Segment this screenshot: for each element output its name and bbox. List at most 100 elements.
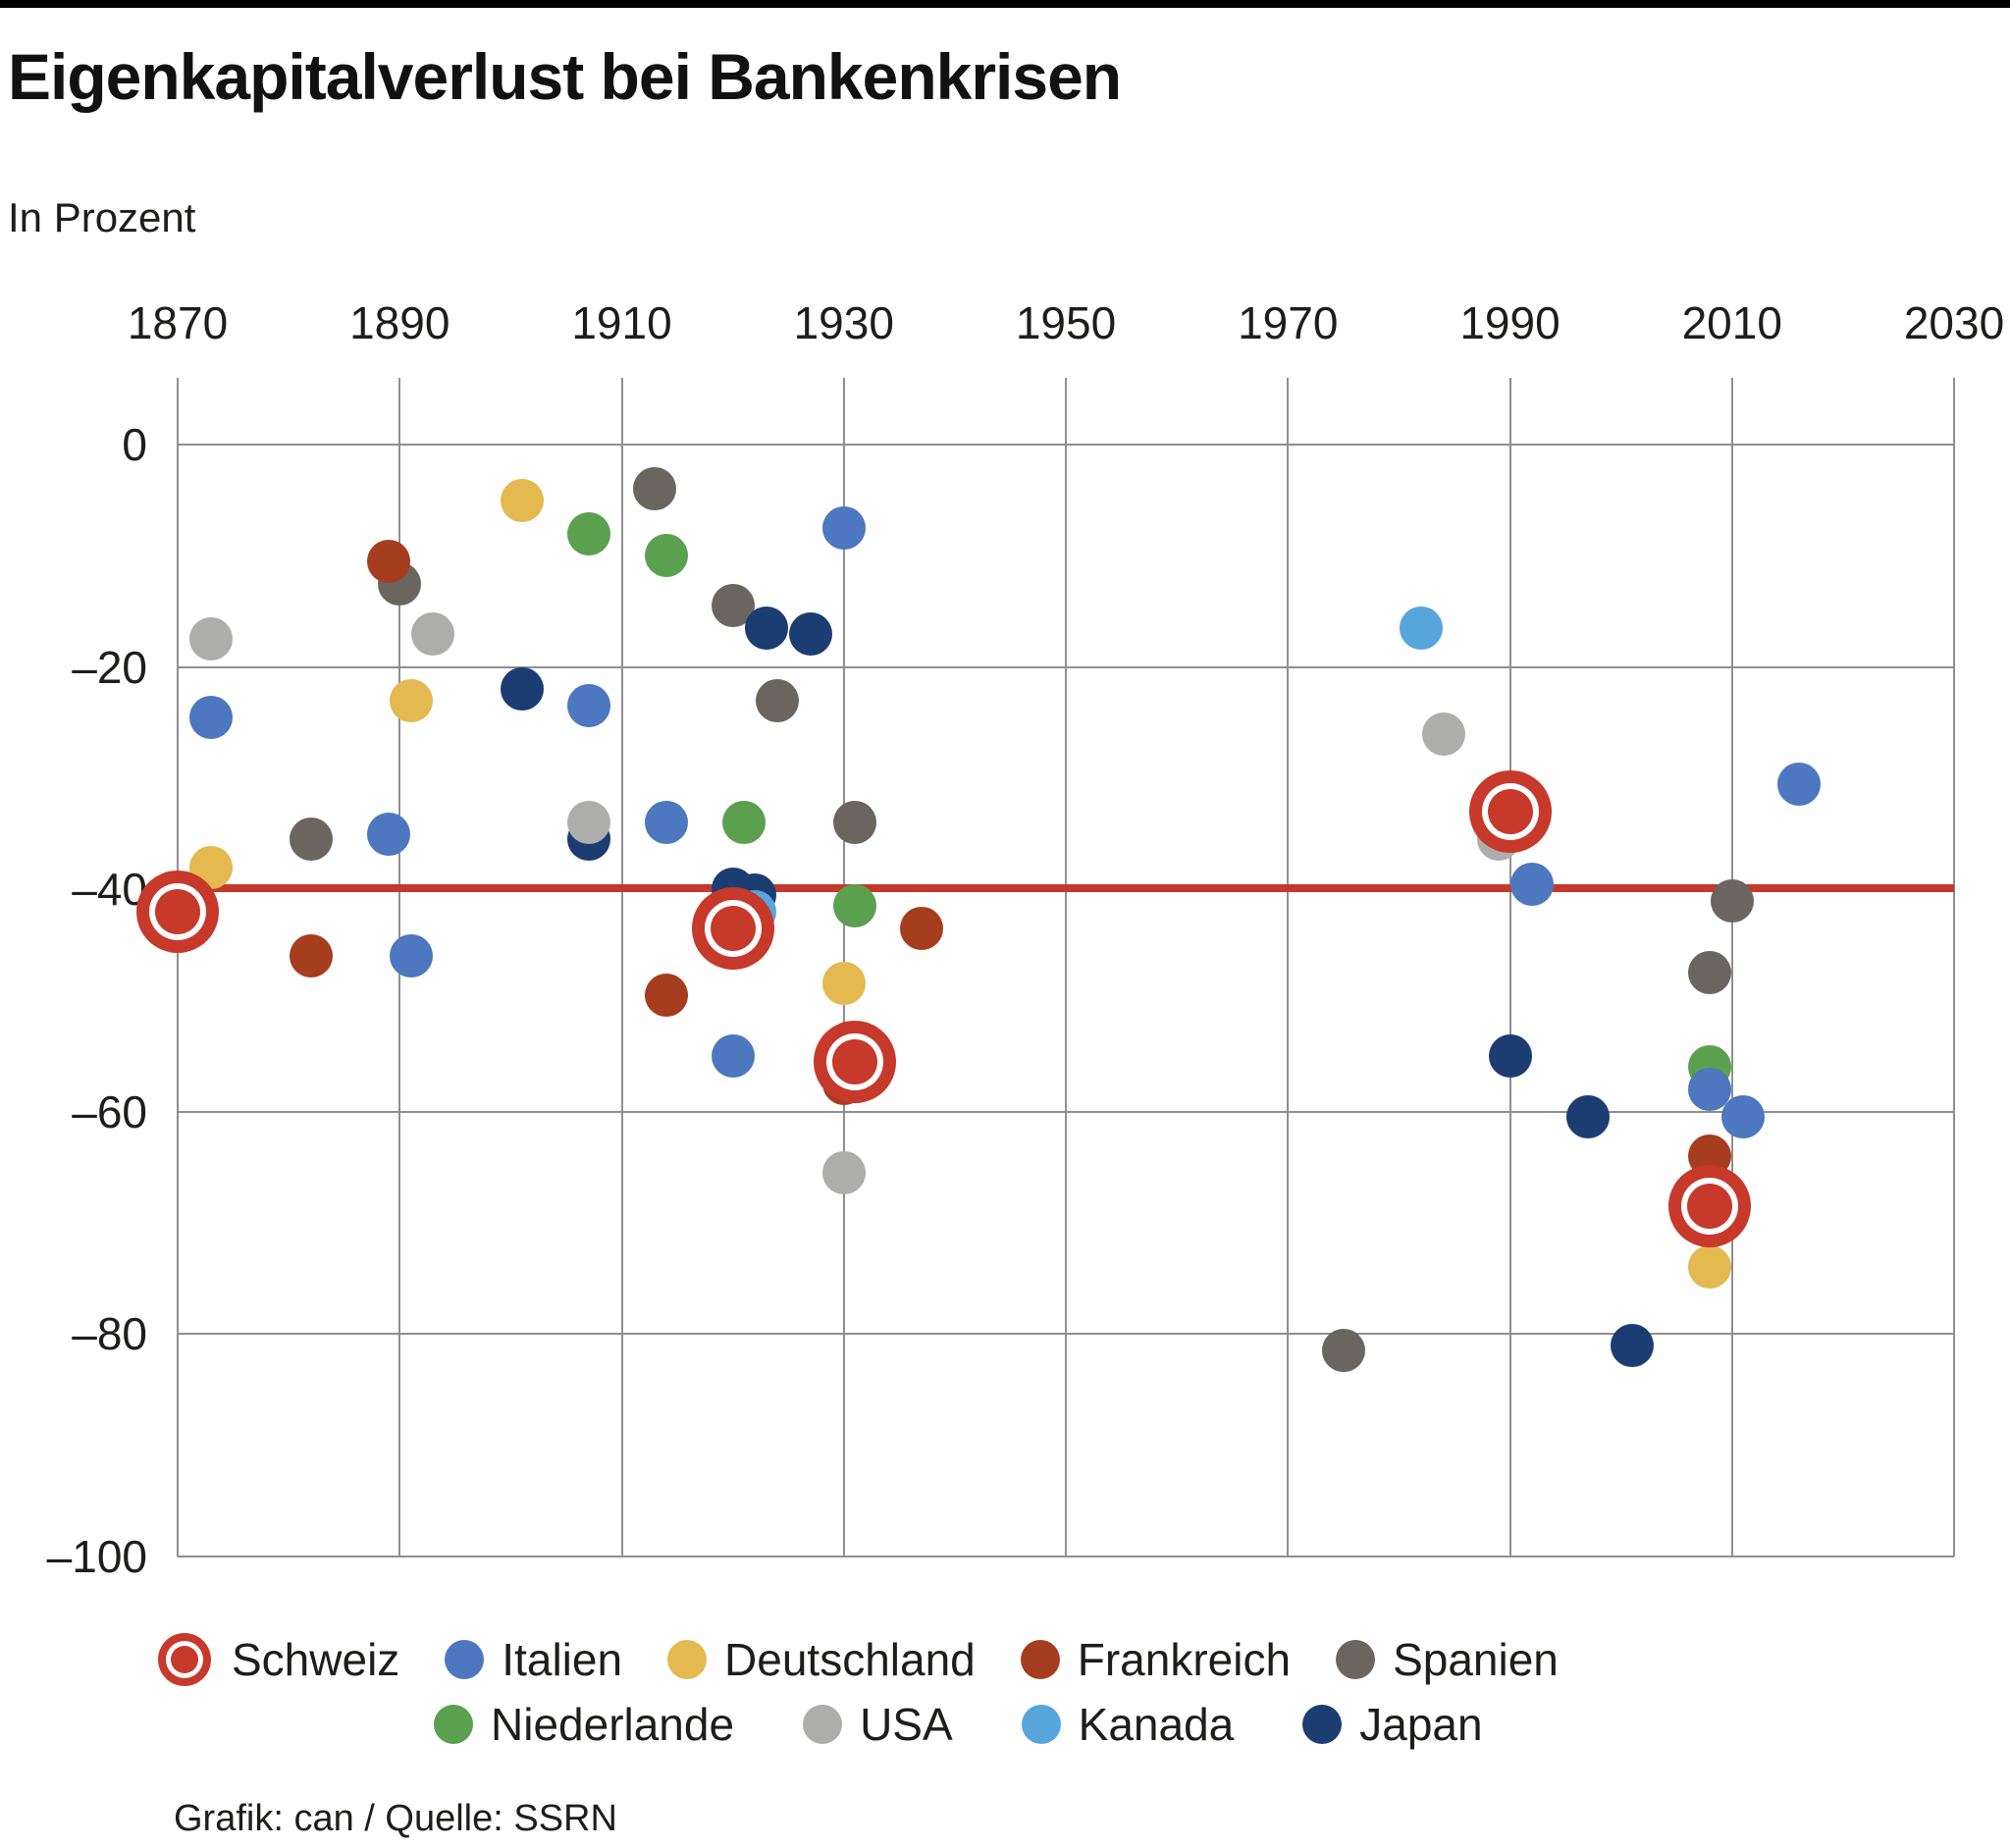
legend-item-italien: Italien — [445, 1633, 622, 1686]
legend-marker-frankreich — [1020, 1640, 1060, 1679]
data-point-schweiz-2008 — [1687, 1184, 1733, 1230]
data-point-italien-2011 — [1721, 1095, 1766, 1139]
data-point-italien-1992 — [1510, 862, 1555, 906]
data-point-kanada-1982 — [1400, 606, 1443, 650]
data-point-usa-1984 — [1421, 712, 1465, 756]
data-point-schweiz-1920 — [710, 905, 756, 951]
data-point-japan-1901 — [500, 667, 544, 712]
legend-item-frankreich: Frankreich — [1020, 1633, 1292, 1686]
chart-unit-label: In Prozent — [8, 194, 196, 240]
data-point-italien-2016 — [1776, 762, 1821, 806]
x-tick-label-1950: 1950 — [1015, 297, 1117, 348]
data-point-deutschland-2008 — [1688, 1245, 1732, 1290]
data-point-usa-1930 — [821, 1151, 866, 1195]
legend: Schweiz Italien Deutschland Frankreich Spani… — [0, 1631, 2010, 1753]
data-point-schweiz-1931 — [832, 1038, 878, 1084]
legend-label-frankreich: Frankreich — [1077, 1634, 1292, 1685]
x-gridline-1910 — [620, 378, 623, 1557]
legend-ring-marker-schweiz — [171, 1646, 198, 1673]
x-gridline-1950 — [1065, 378, 1067, 1557]
data-point-italien-1907 — [566, 684, 610, 728]
legend-marker-usa — [803, 1705, 843, 1744]
data-point-schweiz-1870 — [155, 888, 200, 934]
data-point-italien-1920 — [711, 1034, 755, 1079]
legend-label-spanien: Spanien — [1393, 1634, 1559, 1685]
legend-item-japan: Japan — [1302, 1698, 1483, 1751]
legend-marker-spanien — [1336, 1640, 1376, 1679]
legend-item-spanien: Spanien — [1336, 1633, 1559, 1686]
legend-marker-deutschland — [667, 1640, 708, 1679]
data-point-japan-1997 — [1565, 1095, 1610, 1139]
data-point-spanien-1882 — [289, 818, 333, 862]
x-gridline-1990 — [1508, 378, 1511, 1557]
legend-row-1: Schweiz Italien Deutschland Frankreich Spani… — [0, 1631, 2010, 1688]
y-tick-label-0: 0 — [122, 418, 147, 470]
source-note: Grafik: can / Quelle: SSRN — [174, 1798, 617, 1839]
legend-label-usa: USA — [860, 1699, 953, 1750]
data-point-frankreich-1914 — [644, 973, 688, 1017]
legend-item-schweiz: Schweiz — [155, 1630, 399, 1689]
top-bar — [0, 0, 2010, 8]
x-gridline-1870 — [177, 378, 179, 1557]
y-gridline--80 — [178, 1333, 1954, 1336]
legend-label-kanada: Kanada — [1078, 1699, 1235, 1750]
legend-item-kanada: Kanada — [1021, 1698, 1235, 1751]
data-point-japan-2001 — [1610, 1323, 1654, 1367]
x-tick-label-1970: 1970 — [1238, 297, 1339, 348]
y-gridline--100 — [178, 1556, 1954, 1558]
y-tick-label--80: –80 — [72, 1308, 147, 1360]
x-gridline-1970 — [1287, 378, 1290, 1557]
y-gridline--60 — [178, 1110, 1954, 1113]
x-gridline-2030 — [1953, 378, 1955, 1557]
legend-label-deutschland: Deutschland — [724, 1634, 976, 1685]
data-point-niederlande-1921 — [721, 801, 766, 845]
data-point-usa-1873 — [188, 617, 233, 661]
legend-row-2: Niederlande USA Kanada Japan — [0, 1696, 2010, 1753]
data-point-spanien-2008 — [1688, 951, 1732, 995]
chart-title: Eigenkapitalverlust bei Bankenkrisen — [8, 40, 1122, 113]
data-point-deutschland-1901 — [500, 478, 544, 522]
legend-item-usa: USA — [803, 1698, 953, 1751]
y-gridline-0 — [178, 443, 1954, 446]
x-tick-label-1910: 1910 — [571, 297, 672, 348]
mean-line — [178, 884, 1954, 893]
legend-marker-schweiz — [155, 1630, 214, 1689]
data-point-italien-1889 — [366, 812, 410, 856]
data-point-frankreich-1889 — [366, 539, 410, 583]
legend-item-deutschland: Deutschland — [667, 1633, 976, 1686]
legend-marker-italien — [445, 1640, 485, 1679]
data-point-deutschland-1873 — [188, 845, 233, 889]
data-point-spanien-1975 — [1321, 1329, 1365, 1373]
legend-marker-niederlande — [434, 1705, 473, 1744]
data-point-frankreich-1937 — [899, 906, 943, 950]
data-point-deutschland-1930 — [821, 962, 866, 1006]
x-tick-label-1890: 1890 — [349, 297, 450, 348]
data-point-japan-1927 — [788, 611, 832, 656]
x-tick-label-2010: 2010 — [1681, 297, 1782, 348]
y-tick-label--60: –60 — [72, 1085, 147, 1137]
x-tick-label-2030: 2030 — [1903, 297, 2005, 348]
y-gridline--20 — [178, 665, 1954, 668]
y-tick-label--20: –20 — [72, 641, 147, 693]
data-point-niederlande-1931 — [833, 884, 877, 928]
data-point-spanien-1931 — [833, 801, 877, 845]
data-point-usa-1907 — [566, 801, 610, 845]
data-point-spanien-2010 — [1710, 878, 1754, 923]
legend-item-niederlande: Niederlande — [434, 1698, 734, 1751]
data-point-frankreich-1882 — [289, 934, 333, 978]
legend-label-schweiz: Schweiz — [232, 1634, 400, 1685]
legend-label-italien: Italien — [502, 1634, 623, 1685]
data-point-deutschland-1891 — [389, 678, 433, 722]
data-point-spanien-1913 — [633, 467, 677, 511]
y-tick-label--40: –40 — [72, 864, 147, 916]
y-tick-label--100: –100 — [46, 1531, 147, 1582]
data-point-italien-1873 — [188, 695, 233, 739]
data-point-italien-1930 — [821, 505, 866, 550]
data-point-niederlande-1914 — [644, 534, 688, 578]
data-point-schweiz-1990 — [1487, 788, 1533, 834]
data-point-niederlande-1907 — [566, 511, 610, 555]
data-point-italien-1914 — [644, 801, 688, 845]
x-tick-label-1990: 1990 — [1459, 297, 1560, 348]
x-tick-label-1870: 1870 — [127, 297, 229, 348]
